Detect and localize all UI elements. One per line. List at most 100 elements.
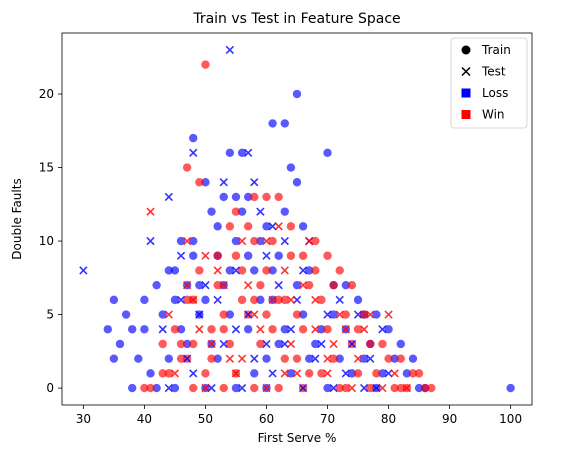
- point-train-win-41: [292, 310, 302, 319]
- point-train-loss-86: [274, 339, 283, 349]
- point-train-win-74: [225, 339, 235, 349]
- point-train-win-67: [311, 266, 320, 275]
- point-train-loss-71: [231, 236, 241, 246]
- point-train-win-17: [256, 280, 265, 290]
- point-test-win-27: [378, 383, 387, 393]
- point-test-win-31: [250, 310, 259, 319]
- legend-label-test: Test: [481, 65, 506, 79]
- point-test-loss-41: [286, 325, 296, 334]
- point-test-win-11: [341, 325, 350, 334]
- point-test-win-24: [292, 369, 302, 378]
- point-test-win-23: [262, 383, 271, 393]
- legend-label-train: Train: [481, 43, 511, 57]
- point-train-loss-41: [121, 310, 131, 319]
- point-train-win-76: [262, 310, 271, 319]
- point-train-win-53: [256, 339, 265, 349]
- point-train-loss-66: [390, 354, 399, 363]
- point-test-loss-0: [225, 45, 235, 55]
- point-train-loss-69: [152, 280, 161, 290]
- point-train-loss-6: [237, 148, 247, 158]
- point-test-win-39: [280, 369, 289, 378]
- point-train-loss-1: [189, 133, 198, 143]
- point-train-loss-59: [213, 354, 222, 363]
- point-test-win-9: [280, 266, 289, 275]
- point-train-loss-44: [127, 325, 137, 334]
- y-tick-label-15: 15: [39, 161, 54, 175]
- point-test-loss-25: [341, 369, 350, 378]
- point-train-win-40: [262, 266, 271, 275]
- point-test-win-6: [384, 310, 393, 319]
- point-test-loss-48: [182, 354, 192, 363]
- point-test-win-22: [231, 369, 241, 378]
- legend-marker-test: [461, 66, 471, 77]
- point-train-win-10: [268, 236, 277, 246]
- point-train-win-70: [378, 339, 387, 349]
- point-train-loss-8: [292, 178, 302, 187]
- point-train-win-28: [274, 383, 283, 393]
- point-test-win-0: [146, 207, 155, 216]
- point-test-win-21: [201, 383, 210, 393]
- point-train-win-42: [317, 295, 326, 305]
- point-train-loss-48: [146, 369, 155, 378]
- legend-label-win: Win: [482, 108, 505, 122]
- point-train-loss-35: [372, 310, 381, 319]
- point-test-loss-21: [219, 339, 228, 349]
- legend-marker-loss: [461, 88, 471, 98]
- point-train-win-18: [237, 295, 247, 305]
- point-test-win-19: [390, 369, 399, 378]
- point-train-win-49: [158, 369, 167, 378]
- point-test-win-20: [170, 369, 180, 378]
- point-test-win-43: [262, 236, 271, 246]
- point-train-loss-33: [353, 295, 363, 305]
- y-axis-ticks: 0 5 10 15 20: [39, 87, 62, 395]
- point-train-win-9: [311, 236, 320, 246]
- legend: Train Test Loss Win: [450, 37, 528, 129]
- legend-items: Train Test Loss Win: [461, 43, 511, 122]
- point-test-loss-47: [268, 222, 277, 231]
- point-train-loss-49: [152, 383, 161, 393]
- point-test-loss-22: [250, 354, 259, 363]
- point-train-win-55: [305, 369, 314, 378]
- point-train-loss-29: [274, 251, 283, 260]
- point-train-win-38: [225, 222, 235, 231]
- point-test-loss-9: [201, 281, 210, 290]
- point-train-win-63: [213, 280, 222, 290]
- point-train-win-26: [219, 383, 228, 393]
- point-test-win-4: [274, 222, 283, 231]
- point-train-win-78: [292, 354, 302, 363]
- point-train-win-13: [347, 280, 357, 290]
- point-test-loss-7: [79, 266, 88, 275]
- point-test-loss-5: [164, 192, 173, 202]
- point-test-loss-10: [231, 266, 241, 275]
- y-tick-label-10: 10: [39, 234, 54, 248]
- point-train-win-86: [298, 325, 308, 334]
- point-train-win-65: [268, 325, 277, 334]
- point-train-loss-52: [231, 383, 241, 393]
- point-train-win-68: [323, 325, 332, 334]
- point-test-loss-12: [280, 236, 289, 246]
- point-train-loss-21: [189, 251, 198, 260]
- x-tick-label-30: 30: [76, 412, 91, 426]
- point-train-loss-96: [268, 266, 277, 275]
- point-train-win-7: [243, 222, 253, 231]
- y-axis-label: Double Faults: [10, 178, 24, 259]
- point-train-win-87: [329, 280, 338, 290]
- point-train-loss-2: [268, 119, 277, 128]
- point-train-win-48: [420, 383, 430, 393]
- point-train-win-16: [280, 295, 289, 305]
- point-train-loss-20: [176, 236, 186, 246]
- point-train-win-79: [317, 369, 326, 378]
- point-test-win-33: [298, 281, 308, 290]
- point-train-loss-65: [378, 369, 387, 378]
- point-train-loss-39: [506, 383, 515, 393]
- point-train-win-84: [219, 325, 228, 334]
- point-train-win-25: [189, 383, 198, 393]
- y-tick-label-20: 20: [39, 87, 54, 101]
- point-test-loss-15: [244, 310, 253, 319]
- point-train-win-61: [158, 339, 167, 349]
- point-train-win-51: [207, 354, 216, 363]
- point-train-win-85: [250, 295, 259, 305]
- point-train-loss-11: [231, 192, 241, 202]
- point-train-loss-0: [292, 89, 302, 99]
- point-test-win-16: [286, 339, 296, 349]
